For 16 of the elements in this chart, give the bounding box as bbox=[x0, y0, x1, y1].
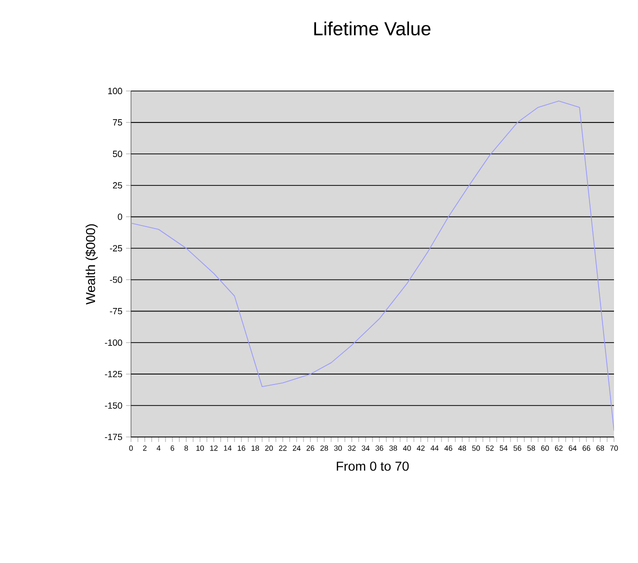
y-tick-label: 75 bbox=[112, 119, 122, 126]
y-tick-label: -175 bbox=[104, 434, 122, 440]
y-tick-label: -100 bbox=[104, 339, 122, 346]
y-tick-label: -125 bbox=[104, 370, 122, 378]
y-tick-label: -25 bbox=[110, 245, 122, 252]
y-tick-label: 50 bbox=[112, 150, 122, 158]
y-tick-label: -50 bbox=[110, 276, 122, 283]
x-axis-title: From 0 to 70 bbox=[336, 462, 409, 471]
line-series bbox=[131, 100, 614, 432]
y-tick-label: 25 bbox=[112, 182, 122, 189]
y-tick-label: -75 bbox=[110, 308, 122, 314]
y-tick-label: 0 bbox=[118, 214, 122, 220]
y-tick-label: 100 bbox=[108, 88, 122, 94]
y-tick-label: -150 bbox=[104, 402, 122, 409]
chart-title: Lifetime Value bbox=[314, 22, 430, 36]
y-axis-title: Wealth ($000) bbox=[85, 224, 98, 304]
